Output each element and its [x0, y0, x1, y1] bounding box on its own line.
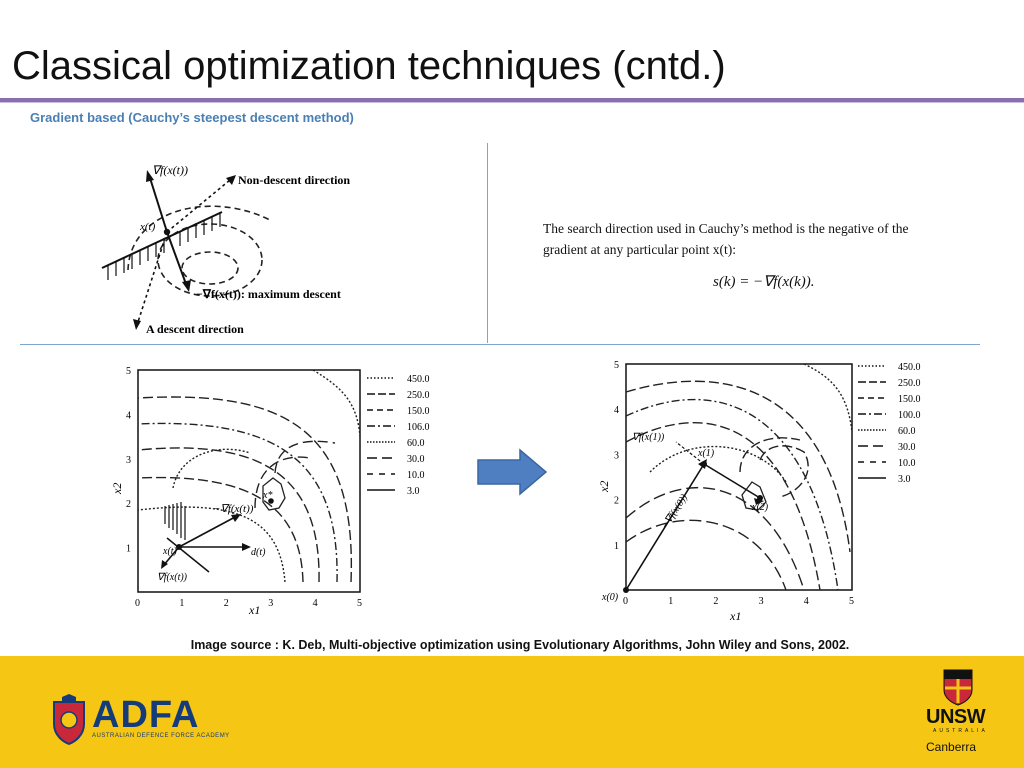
legend-label: 10.0 — [898, 458, 916, 469]
non-descent-arrow — [166, 179, 231, 233]
slide-subtitle: Gradient based (Cauchy’s steepest descen… — [30, 110, 354, 125]
y-tick-label: 2 — [614, 496, 619, 507]
y-tick-label: 4 — [126, 410, 131, 421]
grad-label: ∇f(x(t)) — [152, 163, 188, 177]
y-axis-label: x2 — [110, 483, 124, 495]
y-tick-label: 4 — [614, 405, 619, 416]
x-tick-label: 4 — [313, 598, 318, 609]
x-tick-label: 0 — [623, 596, 628, 607]
x-tick-label: 5 — [849, 596, 854, 607]
descent-direction-arrow — [137, 231, 168, 323]
unsw-logo-subtitle: AUSTRALIA — [933, 728, 988, 734]
adfa-crest-icon — [53, 694, 85, 746]
unsw-logo-text: UNSW — [926, 706, 986, 728]
legend-label: 450.0 — [407, 374, 430, 385]
search-formula: s(k) = −∇f(x(k)). — [713, 274, 815, 290]
search-text-line-2: gradient at any particular point x(t): — [543, 242, 737, 257]
x-tick-label: 2 — [224, 598, 229, 609]
unsw-crest-icon — [943, 669, 973, 706]
x-axis-label-right: x1 — [729, 609, 741, 623]
point-label-left: x(t) — [162, 546, 178, 557]
neg-grad-label: −∇f(x(t)) — [213, 503, 254, 515]
x-tick-label: 2 — [713, 596, 718, 607]
title-rule-light — [0, 102, 1024, 103]
y-tick-label: 2 — [126, 499, 131, 510]
descent-path-0 — [625, 463, 705, 591]
max-descent-arrow — [166, 231, 187, 285]
adfa-logo-text: ADFA — [92, 694, 200, 736]
title-rule — [0, 98, 1024, 102]
footer-bar — [0, 656, 1024, 768]
x1-label: x(1) — [697, 448, 715, 459]
gradient-arrow — [149, 177, 168, 233]
gradient-diagram: ∇f(x(t)) x(t) Non-descent direction −∇f(… — [101, 163, 350, 336]
legend-label: 250.0 — [898, 378, 921, 389]
legend-label: 106.0 — [407, 422, 430, 433]
vertical-divider — [487, 143, 488, 343]
x-tick-label: 4 — [804, 596, 809, 607]
max-descent-label: −∇f(x(t)): maximum descent — [196, 287, 341, 301]
x-tick-label: 5 — [357, 598, 362, 609]
adfa-logo-subtitle: AUSTRALIAN DEFENCE FORCE ACADEMY — [92, 733, 230, 739]
transition-arrow-icon — [477, 448, 548, 496]
grad1-label: ∇f(x(1)) — [632, 432, 665, 443]
y-tick-label: 5 — [614, 360, 619, 371]
x2-label: x(2) — [751, 502, 769, 513]
contour-plot-right: ∇f(x(1)) x(1) −∇f(x(0)) x(2) x(0) x2 x1 … — [597, 360, 921, 623]
legend-label: 10.0 — [407, 470, 425, 481]
point-label: x(t) — [139, 221, 156, 233]
y-tick-label: 1 — [614, 541, 619, 552]
legend-label: 60.0 — [898, 426, 916, 437]
unsw-campus-label: Canberra — [926, 740, 977, 754]
legend-label: 30.0 — [407, 454, 425, 465]
x0-label: x(0) — [601, 592, 619, 603]
legend-label: 3.0 — [898, 474, 911, 485]
legend-label: 250.0 — [407, 390, 430, 401]
legend-label: 450.0 — [898, 362, 921, 373]
descent-label: A descent direction — [146, 322, 244, 336]
y-tick-label: 3 — [614, 450, 619, 461]
x-tick-label: 0 — [135, 598, 140, 609]
x-tick-label: 3 — [759, 596, 764, 607]
descent-path-1 — [703, 463, 761, 499]
legend-label: 3.0 — [407, 486, 420, 497]
y-tick-label: 5 — [126, 366, 131, 377]
y-tick-label: 3 — [126, 455, 131, 466]
optimum-label: x* — [262, 490, 272, 501]
legend-label: 100.0 — [898, 410, 921, 421]
y-tick-label: 1 — [126, 544, 131, 555]
x-tick-label: 1 — [668, 596, 673, 607]
contour-plot-left: −∇f(x(t)) x(t) d(t) ∇f(x(t)) x* x2 x1 0 1… — [110, 366, 430, 617]
x-axis-label: x1 — [248, 603, 260, 617]
search-direction-text: The search direction used in Cauchy’s me… — [543, 218, 1013, 260]
legend-label: 60.0 — [407, 438, 425, 449]
direction-label: d(t) — [251, 547, 266, 558]
search-text-line-1: The search direction used in Cauchy’s me… — [543, 221, 909, 236]
legend-label: 150.0 — [898, 394, 921, 405]
image-source-caption: Image source : K. Deb, Multi-objective o… — [190, 638, 850, 652]
non-descent-label: Non-descent direction — [238, 173, 350, 187]
grad-label-left: ∇f(x(t)) — [157, 572, 188, 583]
neg-gradient-arrow — [178, 515, 238, 548]
legend-label: 30.0 — [898, 442, 916, 453]
x-tick-label: 1 — [179, 598, 184, 609]
horizontal-divider — [20, 344, 980, 345]
legend-label: 150.0 — [407, 406, 430, 417]
gradient-arrow-right — [675, 441, 705, 465]
slide-title: Classical optimization techniques (cntd.… — [12, 44, 726, 88]
grad0-label: −∇f(x(0)) — [660, 492, 691, 531]
x-tick-label: 3 — [268, 598, 273, 609]
y-axis-label-right: x2 — [597, 481, 611, 493]
